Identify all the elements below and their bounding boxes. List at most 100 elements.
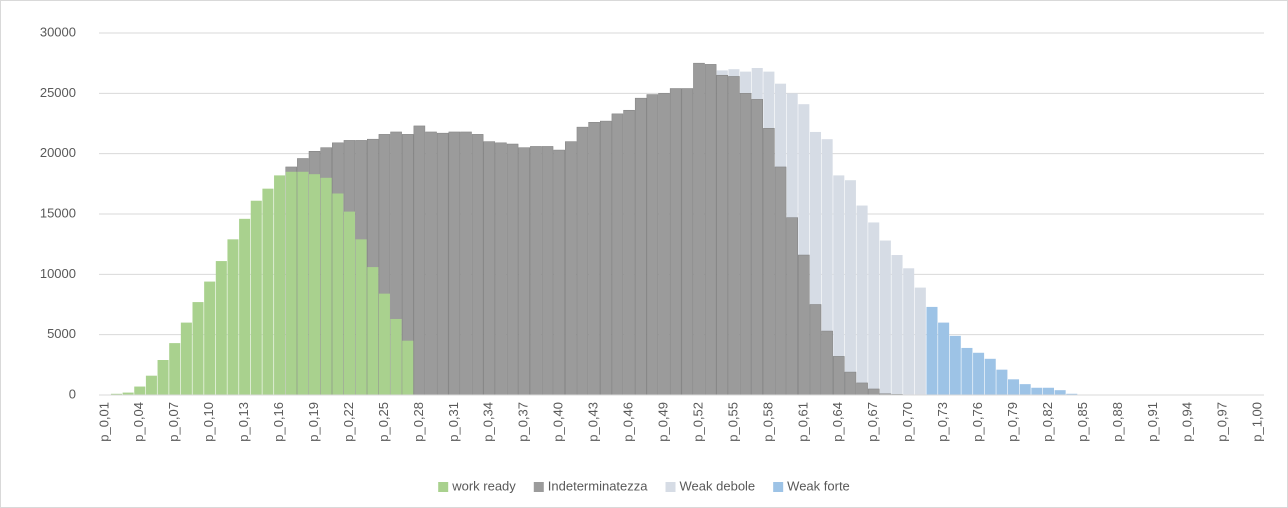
bar	[856, 205, 868, 395]
bar	[961, 347, 973, 395]
bar	[565, 141, 577, 396]
x-tick-label: p_0,25	[376, 402, 391, 442]
x-tick-label: p_0,37	[516, 402, 531, 442]
legend-label: Weak forte	[787, 478, 850, 493]
bar	[227, 239, 239, 395]
bar	[926, 306, 938, 395]
bar	[576, 126, 589, 396]
bar	[215, 261, 227, 395]
x-tick-label: p_1,00	[1250, 402, 1265, 442]
bar	[681, 88, 694, 396]
bar	[786, 217, 798, 396]
bar	[239, 218, 251, 395]
bar	[157, 360, 169, 395]
bar	[821, 330, 833, 396]
x-tick-label: p_0,01	[96, 402, 111, 442]
x-tick-label: p_0,04	[131, 402, 146, 442]
bar	[798, 104, 810, 396]
bar	[833, 356, 845, 396]
x-tick-label: p_0,34	[481, 402, 496, 442]
bar	[134, 386, 146, 395]
x-tick-label: p_0,88	[1110, 402, 1125, 442]
bar	[553, 149, 565, 396]
bar	[1031, 387, 1043, 395]
bar	[169, 343, 181, 395]
bar	[495, 142, 507, 396]
legend-swatch	[533, 482, 544, 492]
bar	[110, 393, 122, 395]
y-tick-label: 0	[69, 386, 76, 401]
bar	[390, 318, 402, 395]
x-tick-label: p_0,82	[1040, 402, 1055, 442]
bar	[867, 388, 880, 396]
bar	[309, 174, 321, 395]
x-tick-label: p_0,31	[446, 402, 461, 442]
bar	[856, 382, 868, 396]
bar	[938, 322, 950, 395]
bar	[1054, 390, 1066, 395]
bar	[600, 120, 612, 396]
bar	[402, 340, 414, 395]
bar	[774, 166, 787, 396]
x-tick-label: p_0,22	[341, 402, 356, 442]
bar	[844, 180, 856, 395]
y-tick-label: 30000	[40, 24, 76, 39]
bar	[192, 302, 204, 395]
bar	[180, 322, 192, 395]
bar	[844, 371, 857, 396]
bar	[809, 304, 822, 396]
y-tick-label: 10000	[40, 266, 76, 281]
bar	[530, 146, 542, 396]
bar	[646, 94, 659, 396]
legend-swatch	[438, 482, 449, 492]
bar	[320, 177, 332, 395]
bar	[1042, 387, 1054, 395]
bar	[996, 369, 1008, 395]
bar	[285, 171, 297, 395]
bar	[611, 113, 624, 396]
x-tick-label: p_0,43	[586, 402, 601, 442]
legend-label: Weak debole	[680, 478, 756, 493]
x-tick-label: p_0,07	[166, 402, 181, 442]
x-tick-label: p_0,76	[970, 402, 985, 442]
bar	[122, 392, 134, 395]
bar	[518, 147, 531, 396]
x-tick-label: p_0,67	[865, 402, 880, 442]
y-tick-label: 5000	[47, 326, 76, 341]
bar	[728, 76, 740, 396]
bar	[949, 335, 961, 395]
bar	[763, 128, 775, 396]
y-tick-label: 15000	[40, 205, 76, 220]
bar	[739, 93, 752, 396]
bar	[716, 74, 729, 396]
bar	[541, 146, 554, 396]
x-tick-label: p_0,46	[621, 402, 636, 442]
bar	[425, 131, 437, 396]
bar	[973, 352, 985, 395]
bar	[693, 62, 705, 396]
bar	[460, 131, 472, 396]
x-tick-label: p_0,13	[236, 402, 251, 442]
bar	[658, 93, 670, 396]
x-tick-label: p_0,91	[1145, 402, 1160, 442]
legend-label: Indeterminatezza	[548, 478, 648, 493]
x-tick-label: p_0,61	[795, 402, 810, 442]
x-tick-label: p_0,16	[271, 402, 286, 442]
bar	[332, 193, 344, 395]
bar	[903, 268, 915, 395]
x-tick-label: p_0,79	[1005, 402, 1020, 442]
x-tick-label: p_0,73	[935, 402, 950, 442]
bar	[984, 358, 996, 395]
y-tick-label: 25000	[40, 85, 76, 100]
x-tick-label: p_0,85	[1075, 402, 1090, 442]
bar	[274, 175, 286, 395]
bar	[145, 375, 157, 395]
x-tick-label: p_0,97	[1215, 402, 1230, 442]
bar	[914, 287, 926, 395]
bar	[798, 254, 810, 396]
bar	[809, 131, 821, 396]
bar	[297, 171, 309, 395]
x-tick-label: p_0,64	[830, 402, 845, 442]
